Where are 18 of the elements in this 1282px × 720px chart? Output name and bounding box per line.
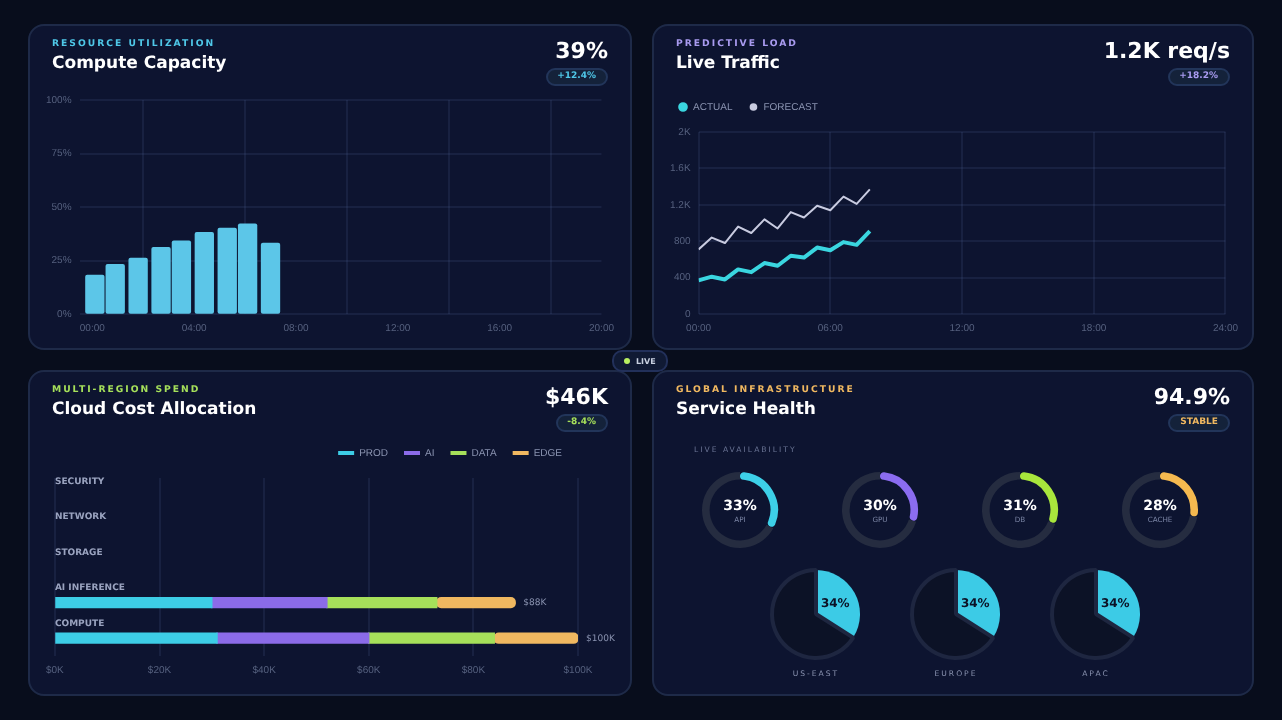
text: 1.2K req/s [1103, 38, 1230, 64]
text: $46K [545, 384, 608, 410]
text: 94.9% [1153, 384, 1230, 410]
bar [55, 596, 213, 609]
bar [326, 596, 438, 609]
bar [216, 632, 370, 644]
bar [211, 596, 328, 609]
chart-title: Compute Capacity [52, 54, 227, 74]
bar [436, 596, 516, 609]
bar [55, 632, 218, 644]
text: 39% [555, 38, 608, 64]
bar [368, 632, 495, 644]
chart-title: Live Traffic [676, 54, 780, 74]
text: Service Health [676, 400, 816, 420]
bar [493, 632, 578, 644]
chart-title: Cloud Cost Allocation [52, 400, 257, 420]
bar [260, 242, 281, 314]
bar [194, 232, 214, 314]
